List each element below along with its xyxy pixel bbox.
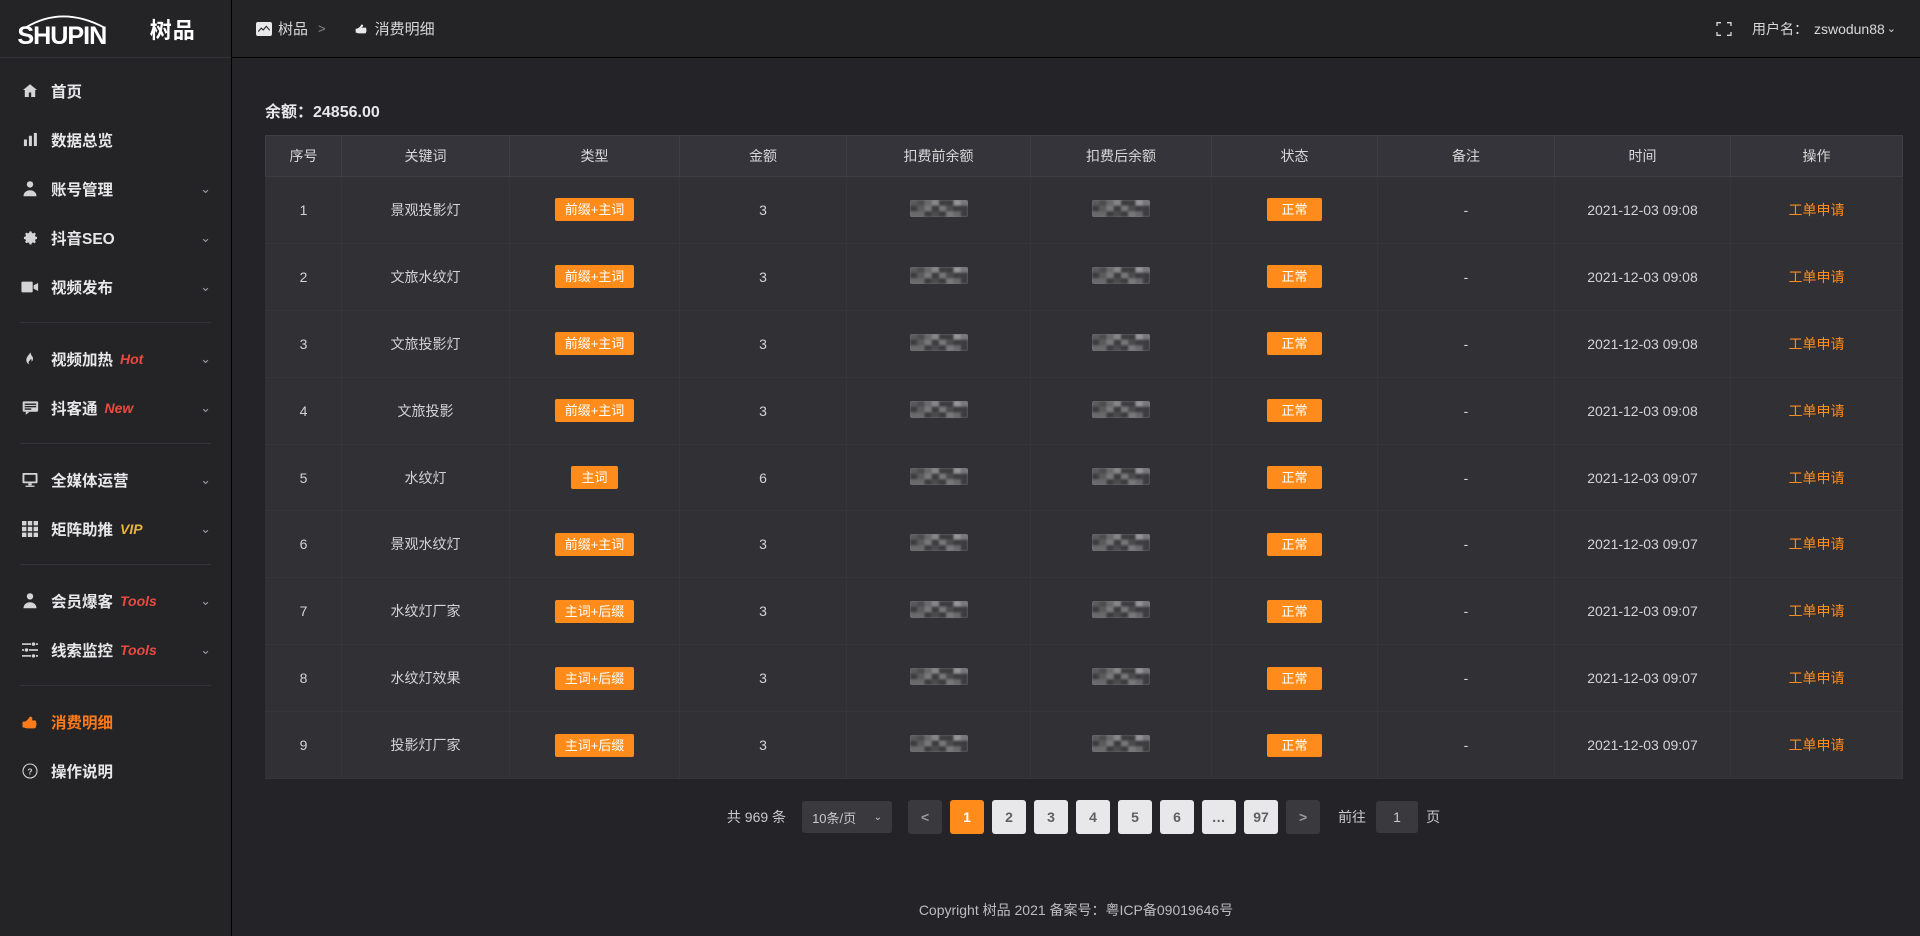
svg-text:SHUPIN: SHUPIN xyxy=(17,21,106,45)
svg-text:?: ? xyxy=(27,766,32,776)
